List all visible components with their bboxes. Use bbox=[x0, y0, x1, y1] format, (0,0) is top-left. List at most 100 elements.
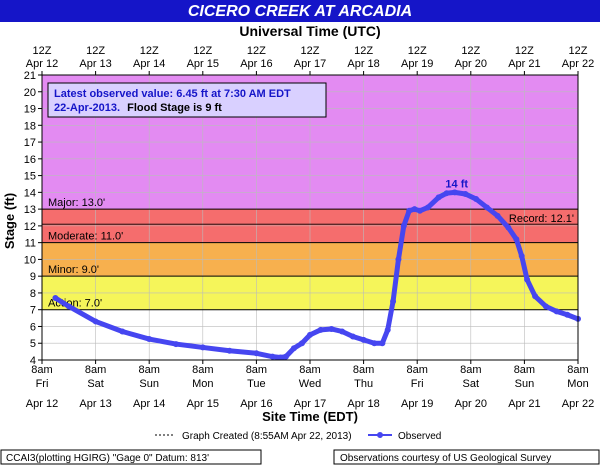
series-0-point bbox=[349, 333, 356, 340]
series-0-point bbox=[52, 294, 59, 301]
bottom-tick-time: 8am bbox=[567, 364, 588, 376]
y-tick-label: 11 bbox=[25, 238, 36, 250]
bottom-tick-date: Apr 18 bbox=[347, 398, 379, 410]
legend: Graph Created (8:55AM Apr 22, 2013) Obse… bbox=[155, 431, 441, 442]
record-label: Record: 12.1' bbox=[509, 213, 574, 225]
y-tick-label: 20 bbox=[24, 87, 36, 99]
top-tick-date: Apr 12 bbox=[26, 58, 58, 70]
bottom-tick-date: Apr 12 bbox=[26, 398, 58, 410]
series-0-point bbox=[199, 344, 206, 351]
svg-text:22-Apr-2013. Flood Stage: 22-Apr-2013. Flood Stage is 9 ft bbox=[54, 102, 222, 114]
y-tick-label: 14 bbox=[24, 187, 36, 199]
bottom-tick-date: Apr 22 bbox=[562, 398, 594, 410]
top-tick-hour: 12Z bbox=[247, 45, 266, 57]
band-label-1: Moderate: 11.0' bbox=[48, 231, 123, 243]
legend-graph-created: Graph Created (8:55AM Apr 22, 2013) bbox=[182, 431, 352, 442]
series-0-point bbox=[277, 354, 284, 361]
y-tick-label: 19 bbox=[24, 104, 36, 116]
top-tick-hour: 12Z bbox=[301, 45, 320, 57]
series-0-point bbox=[328, 325, 335, 332]
bottom-tick-day: Tue bbox=[247, 378, 266, 390]
latest-observation-box: Latest observed value: 6.45 ft at 7:30 A… bbox=[47, 82, 327, 118]
top-tick-date: Apr 13 bbox=[79, 58, 111, 70]
plot-area: Major: 13.0'Moderate: 11.0'Minor: 9.0'Ac… bbox=[24, 45, 594, 410]
y-tick-label: 17 bbox=[24, 137, 36, 149]
top-tick-hour: 12Z bbox=[515, 45, 534, 57]
bottom-tick-day: Sun bbox=[515, 378, 535, 390]
series-0-point bbox=[317, 326, 324, 333]
series-0-point bbox=[505, 224, 512, 231]
series-0-point bbox=[298, 340, 305, 347]
bottom-tick-date: Apr 15 bbox=[187, 398, 219, 410]
bottom-tick-time: 8am bbox=[406, 364, 427, 376]
bottom-tick-day: Sat bbox=[87, 378, 104, 390]
bottom-tick-day: Thu bbox=[354, 378, 373, 390]
y-axis-title: Stage (ft) bbox=[2, 193, 17, 249]
series-0-point bbox=[473, 196, 480, 203]
series-0-point bbox=[494, 212, 501, 219]
series-0-point bbox=[424, 204, 431, 211]
y-tick-label: 12 bbox=[24, 221, 36, 233]
bottom-tick-time: 8am bbox=[138, 364, 159, 376]
bottom-tick-time: 8am bbox=[353, 364, 374, 376]
y-tick-label: 18 bbox=[24, 120, 36, 132]
series-0-point bbox=[253, 350, 260, 357]
title-bar bbox=[0, 0, 600, 22]
bottom-tick-time: 8am bbox=[246, 364, 267, 376]
series-0-point bbox=[513, 236, 520, 243]
bottom-tick-date: Apr 20 bbox=[455, 398, 487, 410]
series-0-point bbox=[553, 308, 560, 315]
bottom-tick-day: Mon bbox=[192, 378, 213, 390]
y-tick-label: 21 bbox=[24, 70, 36, 82]
bottom-tick-date: Apr 13 bbox=[79, 398, 111, 410]
series-0-point bbox=[384, 326, 391, 333]
series-0-point bbox=[524, 276, 531, 283]
bottom-tick-day: Fri bbox=[411, 378, 424, 390]
series-0-point bbox=[371, 340, 378, 347]
y-tick-label: 9 bbox=[30, 271, 36, 283]
top-tick-hour: 12Z bbox=[140, 45, 159, 57]
series-0-point bbox=[532, 293, 539, 300]
latest-observation-date: 22-Apr-2013. bbox=[54, 102, 120, 114]
bottom-tick-date: Apr 19 bbox=[401, 398, 433, 410]
bottom-tick-day: Wed bbox=[299, 378, 321, 390]
top-tick-hour: 12Z bbox=[193, 45, 212, 57]
y-tick-label: 7 bbox=[30, 305, 36, 317]
series-0-line bbox=[52, 189, 581, 360]
band-label-2: Minor: 9.0' bbox=[48, 264, 99, 276]
series-0-point bbox=[451, 189, 458, 196]
bottom-tick-time: 8am bbox=[460, 364, 481, 376]
series-0-point bbox=[360, 336, 367, 343]
y-tick-label: 13 bbox=[24, 204, 36, 216]
top-tick-date: Apr 19 bbox=[401, 58, 433, 70]
y-tick-label: 16 bbox=[24, 154, 36, 166]
bottom-tick-date: Apr 21 bbox=[508, 398, 540, 410]
series-0-point bbox=[416, 207, 423, 214]
latest-observation-line1: Latest observed value: 6.45 ft at 7:30 A… bbox=[54, 88, 291, 100]
legend-observed: Observed bbox=[398, 431, 441, 442]
top-tick-date: Apr 21 bbox=[508, 58, 540, 70]
top-tick-hour: 12Z bbox=[33, 45, 52, 57]
series-0-point bbox=[542, 303, 549, 310]
bottom-tick-time: 8am bbox=[31, 364, 52, 376]
bottom-tick-day: Sat bbox=[463, 378, 480, 390]
peak-label: 14 ft bbox=[445, 178, 468, 190]
top-tick-date: Apr 14 bbox=[133, 58, 165, 70]
series-0-point bbox=[564, 311, 571, 318]
y-tick-label: 5 bbox=[30, 338, 36, 350]
top-tick-date: Apr 17 bbox=[294, 58, 326, 70]
bottom-tick-date: Apr 14 bbox=[133, 398, 165, 410]
series-0-point bbox=[483, 204, 490, 211]
x-axis-title: Site Time (EDT) bbox=[262, 409, 358, 424]
credit-text: Observations courtesy of US Geological S… bbox=[340, 453, 551, 464]
series-0-point bbox=[400, 222, 407, 229]
series-0-point bbox=[339, 328, 346, 335]
datum-text: CCAI3(plotting HGIRG) "Gage 0" Datum: 81… bbox=[6, 453, 209, 464]
series-0-point bbox=[226, 347, 233, 354]
top-tick-date: Apr 18 bbox=[347, 58, 379, 70]
band-label-0: Major: 13.0' bbox=[48, 197, 105, 209]
top-tick-hour: 12Z bbox=[569, 45, 588, 57]
series-0-point bbox=[173, 341, 179, 348]
top-tick-hour: 12Z bbox=[408, 45, 427, 57]
